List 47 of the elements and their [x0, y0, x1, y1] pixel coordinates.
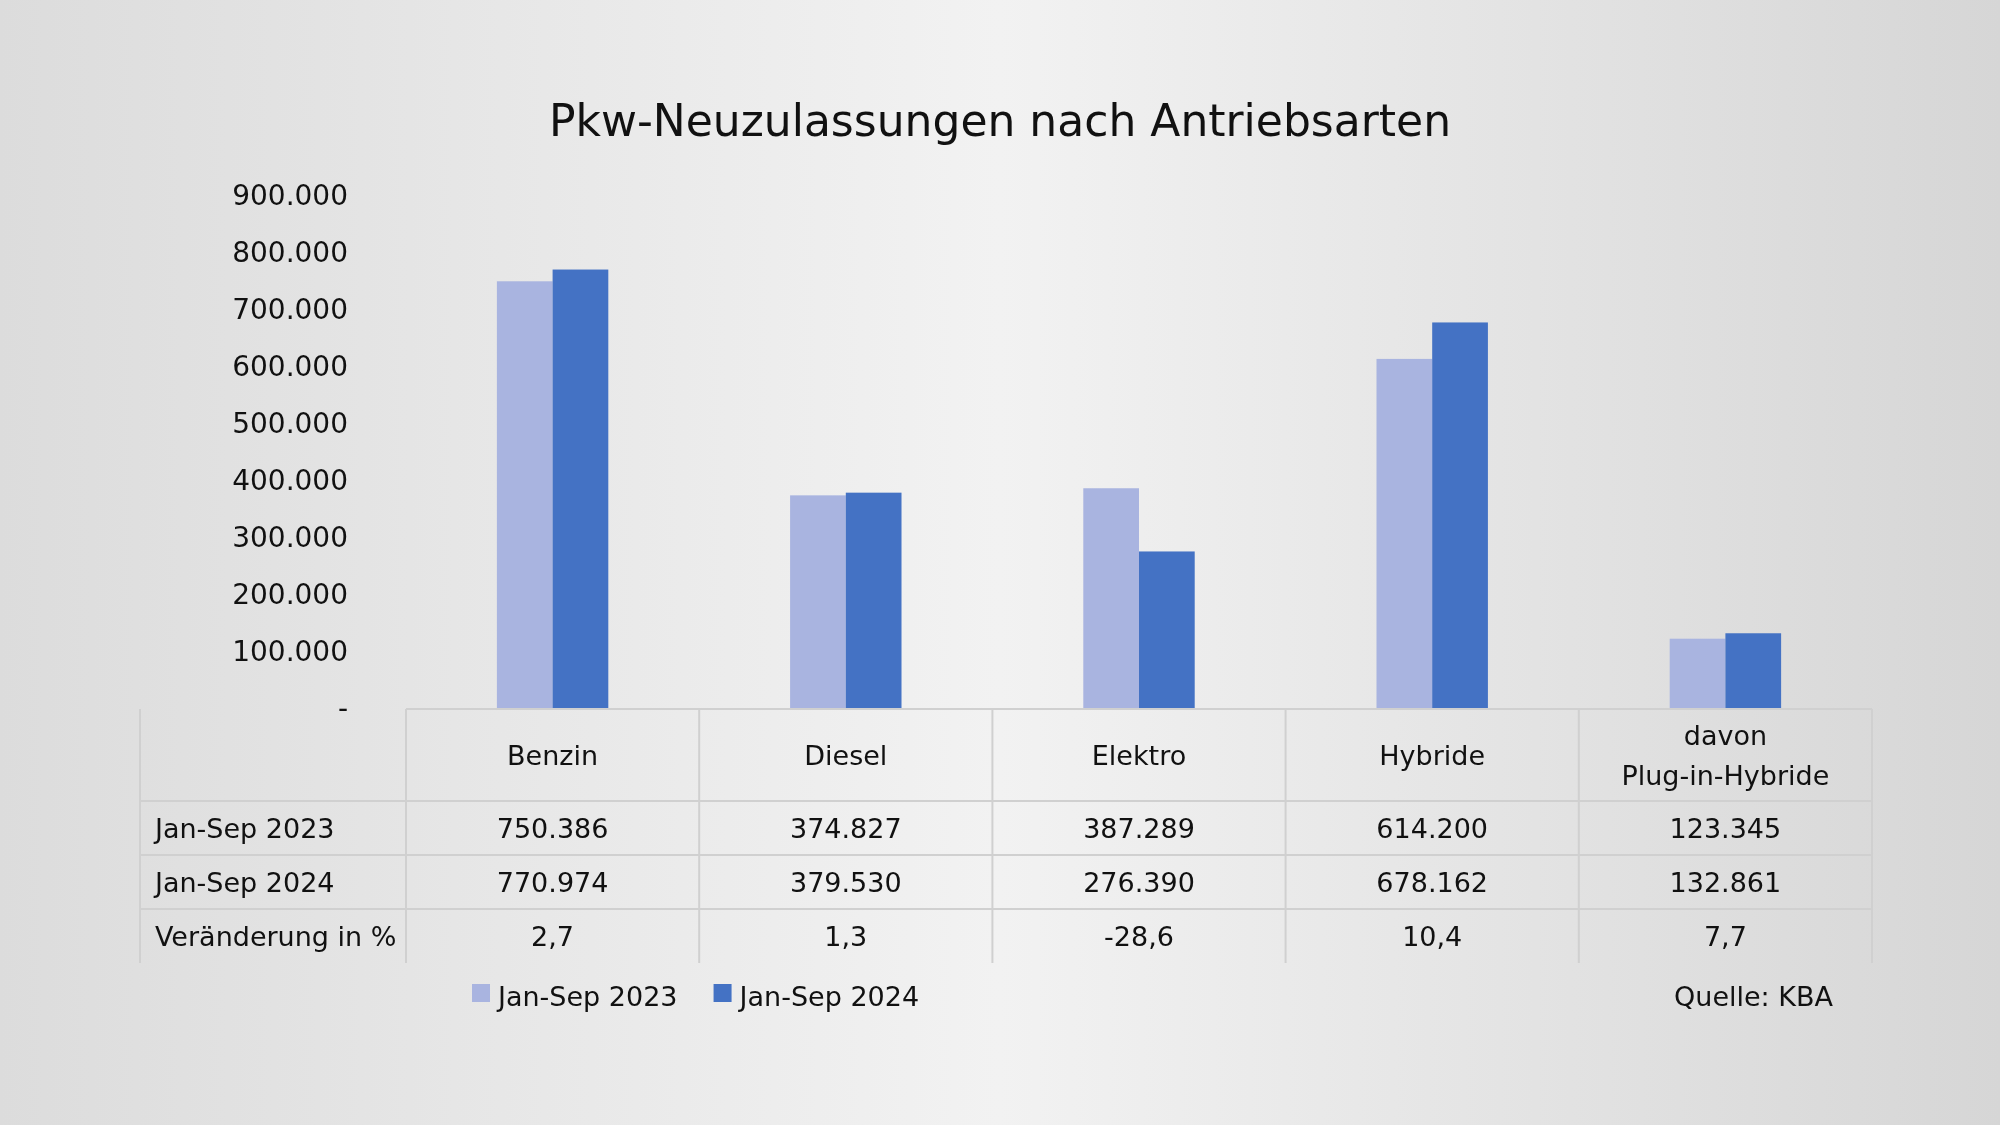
- data-label: 770.974: [496, 867, 609, 898]
- x-tick-label: Elektro: [1091, 740, 1187, 771]
- data-label: 123.345: [1669, 813, 1782, 844]
- y-tick-label: 600.000: [232, 350, 348, 384]
- text: Jan-Sep 2024: [155, 867, 335, 898]
- legend-label: Jan-Sep 2024: [737, 981, 920, 1012]
- data-label: 379.530: [789, 867, 902, 898]
- source-note: Quelle: KBA: [1674, 981, 1834, 1012]
- bar: [1376, 358, 1433, 709]
- y-tick-label: 800.000: [232, 236, 348, 270]
- data-label: 678.162: [1376, 867, 1489, 898]
- text: Jan-Sep 2023: [155, 813, 335, 844]
- text: 10,4: [1402, 921, 1463, 952]
- legend-label: Jan-Sep 2023: [496, 981, 678, 1012]
- text: 1,3: [824, 921, 868, 952]
- data-label: 614.200: [1376, 813, 1489, 844]
- x-tick-label: Benzin: [507, 740, 599, 771]
- bar: [1139, 551, 1195, 709]
- text: -28,6: [1104, 921, 1174, 952]
- bar: [1432, 322, 1488, 709]
- text: Veränderung in %: [155, 921, 397, 952]
- y-tick-label: 200.000: [232, 578, 348, 612]
- y-tick-label: 900.000: [232, 179, 348, 213]
- y-tick-label: 400.000: [232, 464, 348, 498]
- y-tick-label: 700.000: [232, 293, 348, 327]
- bar: [1083, 488, 1139, 709]
- bar: [552, 269, 609, 709]
- data-label: 387.289: [1083, 813, 1195, 844]
- data-label: 132.861: [1669, 867, 1782, 898]
- data-label: 374.827: [789, 813, 902, 844]
- bar: [496, 281, 553, 709]
- y-tick-label: 500.000: [232, 407, 348, 441]
- chart-title: Pkw-Neuzulassungen nach Antriebsarten: [548, 95, 1452, 146]
- x-tick-label: davon Plug-in-Hybride: [1621, 720, 1830, 791]
- y-tick-label: -: [337, 692, 348, 726]
- data-label: 750.386: [496, 813, 609, 844]
- bar: [1669, 638, 1726, 709]
- bar: [1725, 633, 1782, 709]
- bar: [790, 495, 846, 709]
- data-label: 276.390: [1083, 867, 1195, 898]
- x-tick-label: Hybride: [1379, 740, 1486, 771]
- bar: [845, 492, 902, 709]
- y-tick-label: 300.000: [232, 521, 348, 555]
- y-tick-label: 100.000: [232, 635, 348, 669]
- text: 7,7: [1703, 921, 1747, 952]
- text: 2,7: [531, 921, 575, 952]
- x-tick-label: Diesel: [804, 740, 888, 771]
